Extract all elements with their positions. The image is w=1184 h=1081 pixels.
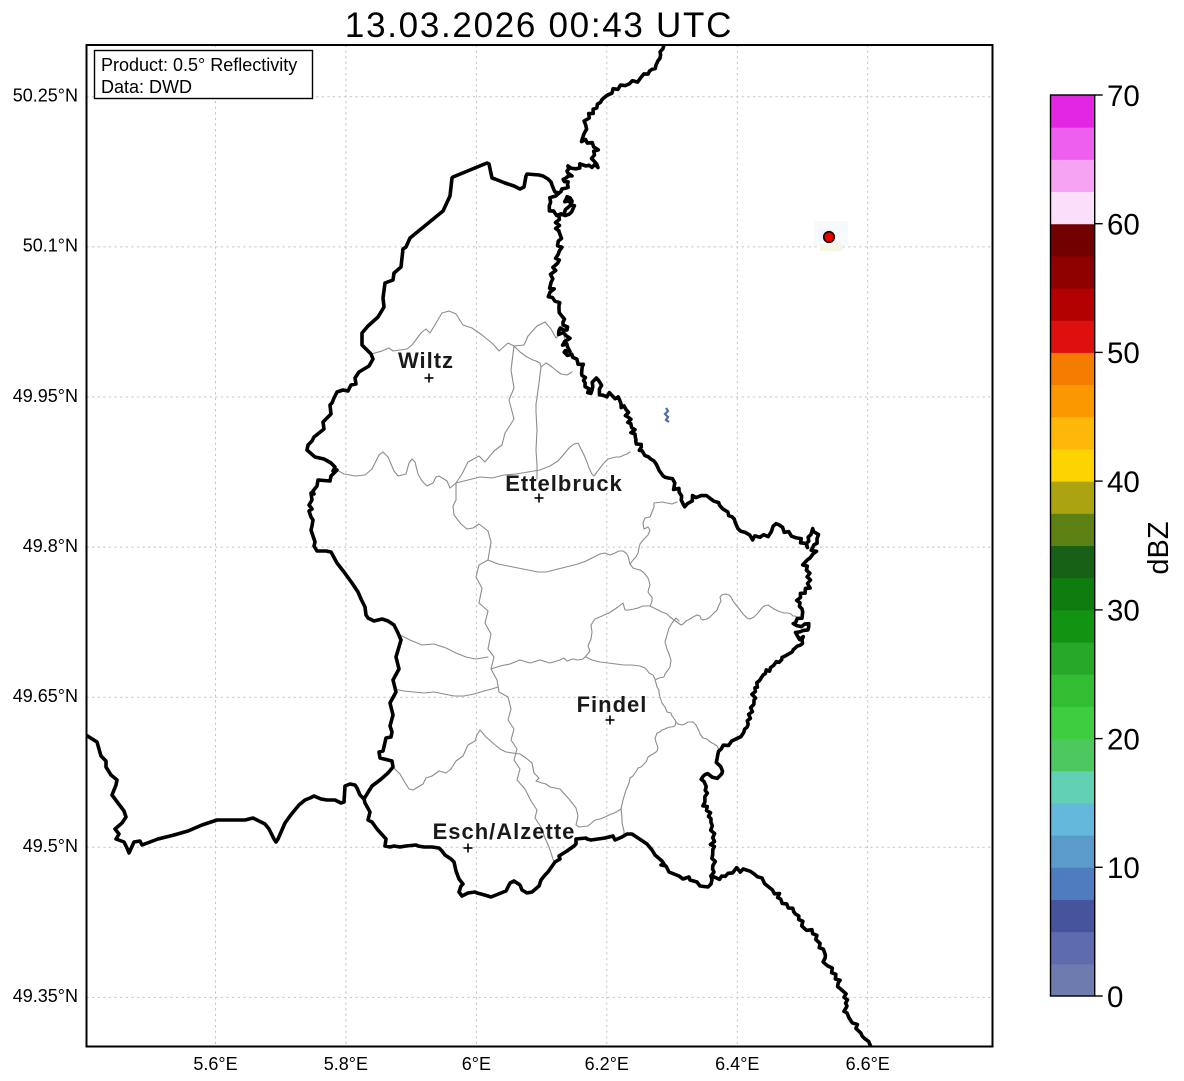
svg-text:Wiltz: Wiltz [398,348,454,373]
svg-text:Findel: Findel [577,692,648,717]
svg-text:20: 20 [1107,723,1140,756]
svg-text:Product: 0.5° Reflectivity: Product: 0.5° Reflectivity [101,55,297,75]
svg-text:50.25°N: 50.25°N [13,86,78,106]
svg-text:10: 10 [1107,852,1140,885]
svg-text:49.5°N: 49.5°N [23,836,78,856]
svg-text:49.8°N: 49.8°N [23,536,78,556]
svg-text:40: 40 [1107,466,1140,499]
svg-text:50: 50 [1107,337,1140,370]
svg-text:60: 60 [1107,209,1140,242]
svg-text:Esch/Alzette: Esch/Alzette [433,819,576,844]
svg-text:30: 30 [1107,595,1140,628]
svg-text:Data: DWD: Data: DWD [101,77,192,97]
svg-text:50.1°N: 50.1°N [23,236,78,256]
svg-text:5.6°E: 5.6°E [193,1054,237,1074]
svg-text:49.65°N: 49.65°N [13,686,78,706]
svg-text:13.03.2026 00:43 UTC: 13.03.2026 00:43 UTC [345,6,733,45]
svg-text:6.4°E: 6.4°E [715,1054,759,1074]
svg-text:0: 0 [1107,981,1123,1014]
svg-text:6.2°E: 6.2°E [585,1054,629,1074]
svg-text:49.95°N: 49.95°N [13,386,78,406]
svg-text:49.35°N: 49.35°N [13,986,78,1006]
svg-text:6.6°E: 6.6°E [846,1054,890,1074]
svg-text:5.8°E: 5.8°E [324,1054,368,1074]
svg-text:dBZ: dBZ [1143,521,1175,574]
svg-text:Ettelbruck: Ettelbruck [505,471,623,496]
svg-text:70: 70 [1107,80,1140,113]
svg-text:6°E: 6°E [462,1054,491,1074]
